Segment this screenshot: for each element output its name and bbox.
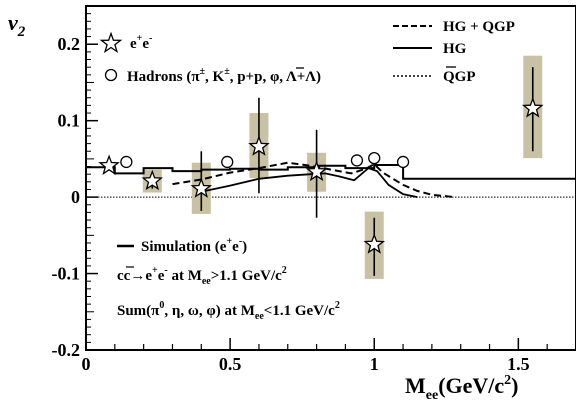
legend-sum-text: Sum(π <box>117 303 160 319</box>
x-tick-label: 0 <box>82 354 91 374</box>
legend-sim-close: ) <box>242 239 247 255</box>
y-tick-label: 0 <box>71 187 80 207</box>
hadron-point <box>368 151 381 165</box>
legend-simulation-label: Simulation (e+e-) <box>141 236 247 255</box>
legend-ee-e1: e <box>130 36 137 52</box>
x-tick-label: 1.5 <box>507 354 530 374</box>
legend-hadrons: Hadrons (π±, K±, p+p, φ, Λ+Λ) <box>104 66 456 85</box>
legend-hadrons-rest: , p+p, φ, Λ+Λ) <box>230 69 321 85</box>
hadron-point <box>120 155 133 169</box>
y-axis-label-sub: 2 <box>17 24 26 40</box>
legend-ee-sup1: + <box>137 33 143 44</box>
ee-points <box>98 97 544 254</box>
axis-ticks <box>85 13 548 351</box>
legend-charm-label: cc→e+e- at Mee>1.1 GeV/c2 <box>117 265 287 287</box>
legend-sum-label: Sum(π0, η, ω, φ) at Mee<1.1 GeV/c2 <box>117 300 340 322</box>
ee-point <box>248 135 270 156</box>
y-tick-label: 0.2 <box>58 34 81 54</box>
legend-hadrons-label: Hadrons (π±, K±, p+p, φ, Λ+Λ) <box>127 66 321 85</box>
ee-point <box>363 233 386 254</box>
hadron-point <box>396 155 410 169</box>
x-axis-label-main: M <box>405 373 426 398</box>
legend-ee-sup2: - <box>149 33 152 44</box>
legend-hg-label: HG <box>443 41 467 57</box>
legend-cc-val: >1.1 GeV/c <box>211 268 282 284</box>
legend-sum-sup0: 0 <box>159 300 164 311</box>
legend-simulation: Simulation (e+e-) cc→e+e- at Mee>1.1 GeV… <box>117 236 340 322</box>
legend-ee: e+e- <box>99 31 152 54</box>
plot-frame <box>85 5 576 351</box>
hadron-point <box>350 154 364 167</box>
legend-hadrons-pi-sup: ± <box>200 66 206 77</box>
legend-ee-label: e+e- <box>130 33 152 52</box>
legend-sim-sup1: + <box>226 236 232 247</box>
ee-point <box>141 169 164 191</box>
x-axis-label-sub: ee <box>426 388 438 403</box>
x-axis-label: Mee(GeV/c2) <box>405 373 519 403</box>
legend-sim-e2: e <box>232 239 239 255</box>
y-tick-label: 0.1 <box>58 111 81 131</box>
hadron-point <box>221 155 234 169</box>
legend-hg-qgp-label: HG + QGP <box>443 19 515 35</box>
x-tick-label: 1 <box>370 354 379 374</box>
legend-sum-sup2: 2 <box>335 300 340 311</box>
legend-hadrons-pi: Hadrons (π <box>127 69 200 85</box>
legend-cc-at: at M <box>168 268 202 284</box>
x-axis-label-unit-sup: 2 <box>504 373 511 388</box>
legend-cc-sub: ee <box>202 276 211 287</box>
ee-point <box>98 154 120 175</box>
legend-hadrons-k-sup: ± <box>224 66 230 77</box>
legend-circle-marker <box>104 68 118 82</box>
x-axis-label-unit: (GeV/c <box>438 373 504 398</box>
y-tick-label: -0.1 <box>52 264 81 284</box>
legend-sim-text: Simulation (e <box>141 239 227 255</box>
y-axis-label: v2 <box>8 10 26 40</box>
legend-star-marker <box>99 31 123 54</box>
legend-sum-sub: ee <box>255 311 264 322</box>
legend-qgp-label: QGP <box>443 69 476 85</box>
tick-labels: 0 0.5 1 1.5 -0.2 -0.1 0 0.1 0.2 <box>52 34 530 374</box>
legend-sim-sup2: - <box>239 236 242 247</box>
y-tick-label: -0.2 <box>52 340 81 360</box>
legend-cc-sup2: - <box>164 265 167 276</box>
hadron-points <box>120 151 410 169</box>
legend-cc-sup3: 2 <box>282 265 287 276</box>
x-axis-label-close: ) <box>511 373 518 398</box>
legend-cc-sup1: + <box>152 265 158 276</box>
ee-point <box>305 160 328 182</box>
y-axis-label-main: v <box>8 10 18 35</box>
legend-hadrons-k: , K <box>205 69 225 85</box>
ee-point <box>521 97 544 118</box>
legend-models: HG + QGP HG QGP <box>393 19 515 85</box>
legend-cc-text: cc→e <box>117 268 152 284</box>
ee-point <box>190 177 213 198</box>
legend-cc-e2: e <box>158 268 165 284</box>
hg-qgp-curve <box>172 161 455 199</box>
legend-sum-rest: , η, ω, φ) at M <box>164 303 255 319</box>
legend-ee-e2: e <box>142 36 149 52</box>
legend-sum-val: <1.1 GeV/c <box>264 303 335 319</box>
x-tick-label: 0.5 <box>219 354 242 374</box>
